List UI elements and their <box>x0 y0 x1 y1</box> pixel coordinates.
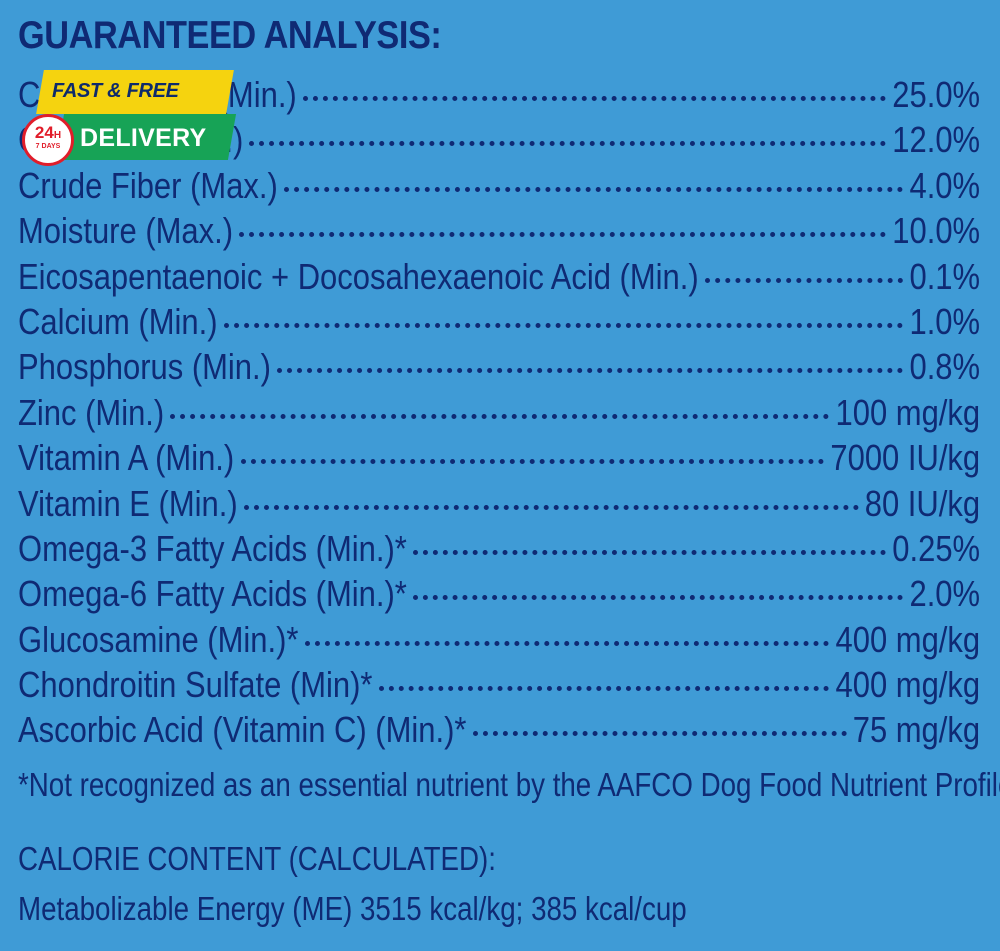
nutrient-value: 400 mg/kg <box>835 618 980 660</box>
analysis-row: Phosphorus (Min.) 0.8% <box>18 344 980 389</box>
dot-leader <box>170 413 830 419</box>
analysis-row: Vitamin E (Min.) 80 IU/kg <box>18 481 980 526</box>
analysis-table: Crude Protein (Min.)25.0%Crude Fat (Min.… <box>18 72 980 753</box>
nutrient-value: 80 IU/kg <box>864 482 980 524</box>
badge-bottom-text: DELIVERY <box>80 124 207 152</box>
dot-leader <box>249 141 887 147</box>
nutrient-value: 10.0% <box>892 210 980 252</box>
analysis-row: Vitamin A (Min.) 7000 IU/kg <box>18 435 980 480</box>
page-title: GUARANTEED ANALYSIS: <box>18 14 442 57</box>
delivery-promo-badge: FAST & FREE DELIVERY 24H 7 DAYS <box>18 68 240 178</box>
nutrient-label: Phosphorus (Min.) <box>18 346 271 388</box>
nutrient-label: Omega-3 Fatty Acids (Min.)* <box>18 527 407 569</box>
footnote: *Not recognized as an essential nutrient… <box>18 766 1000 803</box>
clock-24h-icon: 24H 7 DAYS <box>22 114 74 166</box>
dot-leader <box>412 549 887 555</box>
nutrient-value: 4.0% <box>909 164 980 206</box>
calorie-content-value: Metabolizable Energy (ME) 3515 kcal/kg; … <box>18 890 687 927</box>
dot-leader <box>412 595 904 601</box>
dot-leader <box>239 232 887 238</box>
dot-leader <box>240 459 825 465</box>
badge-circle-unit: H <box>53 130 62 141</box>
dot-leader <box>223 322 904 328</box>
analysis-row: Zinc (Min.) 100 mg/kg <box>18 390 980 435</box>
nutrient-label: Vitamin A (Min.) <box>18 437 235 479</box>
analysis-row: Crude Fiber (Max.) 4.0% <box>18 163 980 208</box>
dot-leader <box>472 731 847 737</box>
analysis-row: Calcium (Min.) 1.0% <box>18 299 980 344</box>
dot-leader <box>304 640 830 646</box>
nutrient-label: Omega-6 Fatty Acids (Min.)* <box>18 573 407 615</box>
nutrient-value: 0.1% <box>909 255 980 297</box>
nutrient-label: Glucosamine (Min.)* <box>18 618 299 660</box>
analysis-row: Glucosamine (Min.)* 400 mg/kg <box>18 617 980 662</box>
nutrient-value: 1.0% <box>909 300 980 342</box>
nutrient-value: 25.0% <box>892 74 980 115</box>
nutrient-value: 0.8% <box>909 346 980 388</box>
dot-leader <box>302 96 887 101</box>
dot-leader <box>277 368 904 374</box>
badge-top-text: FAST & FREE <box>52 80 179 102</box>
nutrient-label: Zinc (Min.) <box>18 391 165 433</box>
nutrient-value: 12.0% <box>892 119 980 161</box>
nutrient-value: 2.0% <box>909 573 980 615</box>
nutrient-label: Vitamin E (Min.) <box>18 482 238 524</box>
nutrient-value: 0.25% <box>892 527 980 569</box>
nutrient-label: Calcium (Min.) <box>18 300 218 342</box>
dot-leader <box>705 277 904 283</box>
nutrient-value: 75 mg/kg <box>852 709 980 751</box>
analysis-row: Moisture (Max.) 10.0% <box>18 208 980 253</box>
nutrient-label: Ascorbic Acid (Vitamin C) (Min.)* <box>18 709 467 751</box>
analysis-row: Eicosapentaenoic + Docosahexaenoic Acid … <box>18 254 980 299</box>
nutrient-label: Moisture (Max.) <box>18 210 234 252</box>
dot-leader <box>244 504 859 510</box>
analysis-row: Chondroitin Sulfate (Min)* 400 mg/kg <box>18 662 980 707</box>
nutrient-value: 100 mg/kg <box>835 391 980 433</box>
dot-leader <box>283 186 904 192</box>
analysis-row: Omega-6 Fatty Acids (Min.)* 2.0% <box>18 571 980 616</box>
nutrient-label: Crude Fiber (Max.) <box>18 164 278 206</box>
analysis-row: Omega-3 Fatty Acids (Min.)* 0.25% <box>18 526 980 571</box>
calorie-content-title: CALORIE CONTENT (CALCULATED): <box>18 840 496 877</box>
badge-circle-number: 24 <box>34 123 54 142</box>
dot-leader <box>378 686 830 692</box>
nutrient-value: 7000 IU/kg <box>830 437 980 479</box>
nutrient-label: Eicosapentaenoic + Docosahexaenoic Acid … <box>18 255 699 297</box>
analysis-row: Ascorbic Acid (Vitamin C) (Min.)* 75 mg/k… <box>18 707 980 752</box>
nutrient-label: Chondroitin Sulfate (Min)* <box>18 664 373 706</box>
nutrient-value: 400 mg/kg <box>835 664 980 706</box>
badge-circle-sub: 7 DAYS <box>35 143 61 150</box>
